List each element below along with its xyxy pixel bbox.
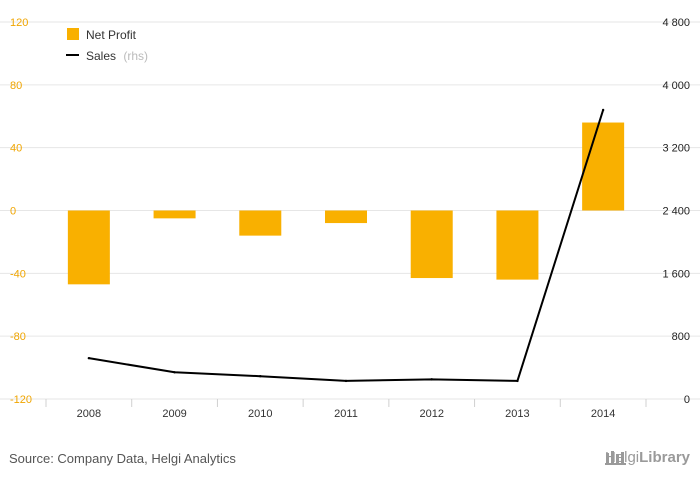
bar-net-profit [239,210,282,236]
point-sales [516,379,519,383]
y-right-tick-label: 2 400 [662,206,690,218]
y-left-tick-label: -120 [10,394,32,406]
y-right-tick-label: 1 600 [662,268,690,280]
x-axis-tick-label: 2013 [505,408,529,420]
bar-net-profit [67,210,110,285]
point-sales [344,379,348,383]
x-axis-tick-label: 2008 [77,408,101,420]
bar-net-profit [582,122,625,211]
y-left-tick-label: 40 [10,143,22,155]
legend-swatch-net-profit [67,28,79,40]
y-right-tick-label: 4 800 [662,17,690,29]
bar-net-profit [325,210,367,224]
bar-net-profit [496,210,539,280]
legend-label-sales: Sales (rhs) [86,49,148,63]
legend-label-sales-name: Sales [86,49,116,63]
bar-net-profit [153,210,196,219]
library-icon [604,451,626,465]
x-axis-tick-label: 2011 [334,408,358,420]
point-sales [259,375,262,378]
point-sales [173,371,176,374]
point-sales [87,356,91,360]
y-right-tick-label: 3 200 [662,143,690,155]
chart-svg: 120 80 40 0 -40 -80 -120 4 800 4 000 3 200 2 400 1… [0,17,700,420]
y-right-tick-label: 4 000 [662,80,690,92]
legend: Net Profit Sales (rhs) [66,28,148,63]
y-left-tick-label: 80 [10,80,22,92]
brand-name-bold: Library [639,449,690,466]
bar-net-profit [410,210,453,279]
legend-label-net-profit: Net Profit [86,28,137,42]
point-sales [601,108,605,112]
y-left-tick-label: -80 [10,331,26,343]
y-left-tick-label: 0 [10,206,16,218]
point-sales [430,378,433,381]
x-axis-tick-label: 2009 [162,408,186,420]
x-axis-tick-label: 2010 [248,408,272,420]
brand-logo: HelgiLibrary [604,449,690,466]
y-left-tick-label: -40 [10,268,26,280]
y-right-tick-label: 0 [684,394,690,406]
x-axis-tick-label: 2014 [591,408,615,420]
y-right-tick-label: 800 [672,331,690,343]
source-note: Source: Company Data, Helgi Analytics [9,451,236,466]
legend-label-sales-suffix: (rhs) [123,49,148,63]
y-left-tick-label: 120 [10,17,28,29]
x-axis-tick-label: 2012 [419,408,443,420]
